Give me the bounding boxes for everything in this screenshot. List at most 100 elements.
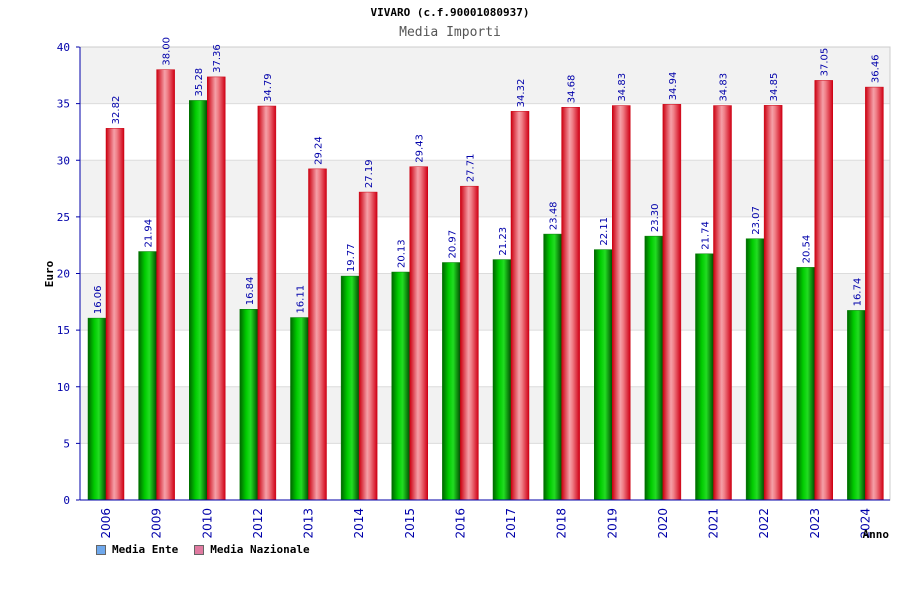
bar-nazionale-2017 bbox=[510, 111, 530, 501]
bar-ente-2009 bbox=[138, 251, 157, 501]
bar-nazionale-2006 bbox=[105, 128, 125, 501]
x-tick-label-2013: 2013 bbox=[302, 508, 316, 539]
value-label-nazionale-2018: 34.68 bbox=[567, 75, 578, 104]
value-label-nazionale-2022: 34.85 bbox=[769, 73, 780, 102]
x-tick-label-2012: 2012 bbox=[251, 508, 265, 539]
value-label-nazionale-2009: 38.00 bbox=[162, 37, 173, 66]
x-tick-label-2018: 2018 bbox=[555, 508, 569, 539]
value-label-nazionale-2015: 29.43 bbox=[415, 134, 426, 163]
y-tick-label: 40 bbox=[57, 41, 70, 54]
bar-ente-2024 bbox=[847, 310, 866, 501]
value-label-nazionale-2024: 36.46 bbox=[870, 54, 881, 83]
bar-ente-2017 bbox=[492, 259, 512, 501]
chart-title: VIVARO (c.f.90001080937) bbox=[370, 6, 530, 19]
legend-label-ente: Media Ente bbox=[112, 543, 179, 556]
bar-ente-2015 bbox=[391, 271, 410, 501]
legend-swatch-ente bbox=[96, 544, 106, 555]
y-tick-label: 10 bbox=[57, 381, 70, 394]
value-label-ente-2009: 21.94 bbox=[144, 219, 155, 248]
y-tick-label: 0 bbox=[63, 494, 70, 507]
x-axis-label: Anno bbox=[863, 528, 890, 541]
x-tick-label-2016: 2016 bbox=[453, 508, 467, 539]
legend-swatch-nazionale bbox=[194, 544, 205, 555]
bar-nazionale-2020 bbox=[662, 104, 682, 501]
x-tick-label-2024: 2024 bbox=[858, 508, 872, 539]
bar-nazionale-2012 bbox=[257, 105, 277, 501]
value-label-ente-2019: 22.11 bbox=[599, 217, 610, 246]
value-label-nazionale-2019: 34.83 bbox=[617, 73, 628, 102]
value-label-ente-2023: 20.54 bbox=[802, 235, 813, 264]
value-label-ente-2006: 16.06 bbox=[93, 285, 104, 314]
x-tick-label-2022: 2022 bbox=[757, 508, 771, 539]
bar-nazionale-2019 bbox=[612, 105, 631, 501]
y-tick-label: 20 bbox=[57, 268, 70, 281]
bar-nazionale-2013 bbox=[308, 168, 327, 501]
legend-item-nazionale: Media Nazionale bbox=[194, 543, 310, 556]
value-label-nazionale-2012: 34.79 bbox=[263, 73, 274, 102]
x-tick-label-2021: 2021 bbox=[707, 508, 721, 539]
bar-ente-2018 bbox=[543, 233, 562, 501]
bar-ente-2012 bbox=[239, 309, 259, 501]
bar-nazionale-2021 bbox=[713, 105, 732, 501]
bar-nazionale-2014 bbox=[358, 191, 378, 501]
value-label-ente-2012: 16.84 bbox=[245, 277, 256, 306]
value-label-ente-2010: 35.28 bbox=[194, 68, 205, 97]
x-tick-label-2019: 2019 bbox=[605, 508, 619, 539]
value-label-ente-2020: 23.30 bbox=[650, 203, 661, 232]
bar-ente-2016 bbox=[442, 262, 461, 501]
value-label-nazionale-2016: 27.71 bbox=[465, 154, 476, 183]
bar-ente-2021 bbox=[695, 253, 714, 501]
value-label-ente-2021: 21.74 bbox=[701, 221, 712, 250]
y-tick-label: 35 bbox=[57, 98, 70, 111]
bar-nazionale-2024 bbox=[865, 86, 884, 501]
bar-ente-2023 bbox=[796, 267, 815, 501]
x-tick-label-2010: 2010 bbox=[200, 508, 214, 539]
bar-ente-2010 bbox=[189, 100, 208, 501]
value-label-ente-2014: 19.77 bbox=[346, 243, 357, 272]
value-label-nazionale-2020: 34.94 bbox=[668, 72, 679, 101]
y-axis-label: Euro bbox=[43, 260, 56, 287]
y-tick-label: 30 bbox=[57, 154, 70, 167]
bar-nazionale-2016 bbox=[460, 185, 479, 501]
value-label-ente-2013: 16.11 bbox=[296, 285, 307, 314]
value-label-ente-2017: 21.23 bbox=[498, 227, 509, 256]
x-tick-label-2014: 2014 bbox=[352, 508, 366, 539]
x-tick-label-2015: 2015 bbox=[403, 508, 417, 539]
bar-ente-2019 bbox=[594, 249, 613, 501]
value-label-ente-2016: 20.97 bbox=[447, 230, 458, 259]
x-tick-label-2017: 2017 bbox=[504, 508, 518, 539]
bar-nazionale-2018 bbox=[561, 106, 580, 501]
bar-nazionale-2022 bbox=[763, 105, 783, 501]
bar-nazionale-2009 bbox=[156, 69, 175, 501]
legend-label-nazionale: Media Nazionale bbox=[210, 543, 310, 556]
value-label-nazionale-2017: 34.32 bbox=[516, 79, 527, 108]
value-label-ente-2015: 20.13 bbox=[397, 239, 408, 268]
x-tick-label-2006: 2006 bbox=[99, 508, 113, 539]
bar-nazionale-2023 bbox=[814, 80, 833, 501]
chart-subtitle: Media Importi bbox=[399, 25, 501, 40]
value-label-nazionale-2023: 37.05 bbox=[820, 48, 831, 77]
value-label-ente-2024: 16.74 bbox=[852, 278, 863, 307]
bar-ente-2013 bbox=[290, 317, 309, 501]
bar-ente-2014 bbox=[340, 275, 360, 501]
legend: Media Ente Media Nazionale bbox=[96, 543, 310, 556]
y-tick-label: 15 bbox=[57, 324, 70, 337]
bar-ente-2020 bbox=[644, 235, 664, 501]
value-label-nazionale-2006: 32.82 bbox=[111, 96, 122, 125]
bar-nazionale-2015 bbox=[409, 166, 428, 501]
value-label-nazionale-2021: 34.83 bbox=[719, 73, 730, 102]
value-label-nazionale-2013: 29.24 bbox=[314, 136, 325, 165]
y-tick-label: 25 bbox=[57, 211, 70, 224]
value-label-ente-2022: 23.07 bbox=[751, 206, 762, 235]
value-label-nazionale-2010: 37.36 bbox=[212, 44, 223, 73]
legend-item-ente: Media Ente bbox=[96, 543, 178, 556]
bar-ente-2006 bbox=[87, 317, 107, 501]
bar-ente-2022 bbox=[745, 238, 765, 501]
bar-nazionale-2010 bbox=[207, 76, 226, 501]
value-label-ente-2018: 23.48 bbox=[549, 201, 560, 230]
x-tick-label-2020: 2020 bbox=[656, 508, 670, 539]
value-label-nazionale-2014: 27.19 bbox=[364, 159, 375, 188]
x-tick-label-2023: 2023 bbox=[808, 508, 822, 539]
